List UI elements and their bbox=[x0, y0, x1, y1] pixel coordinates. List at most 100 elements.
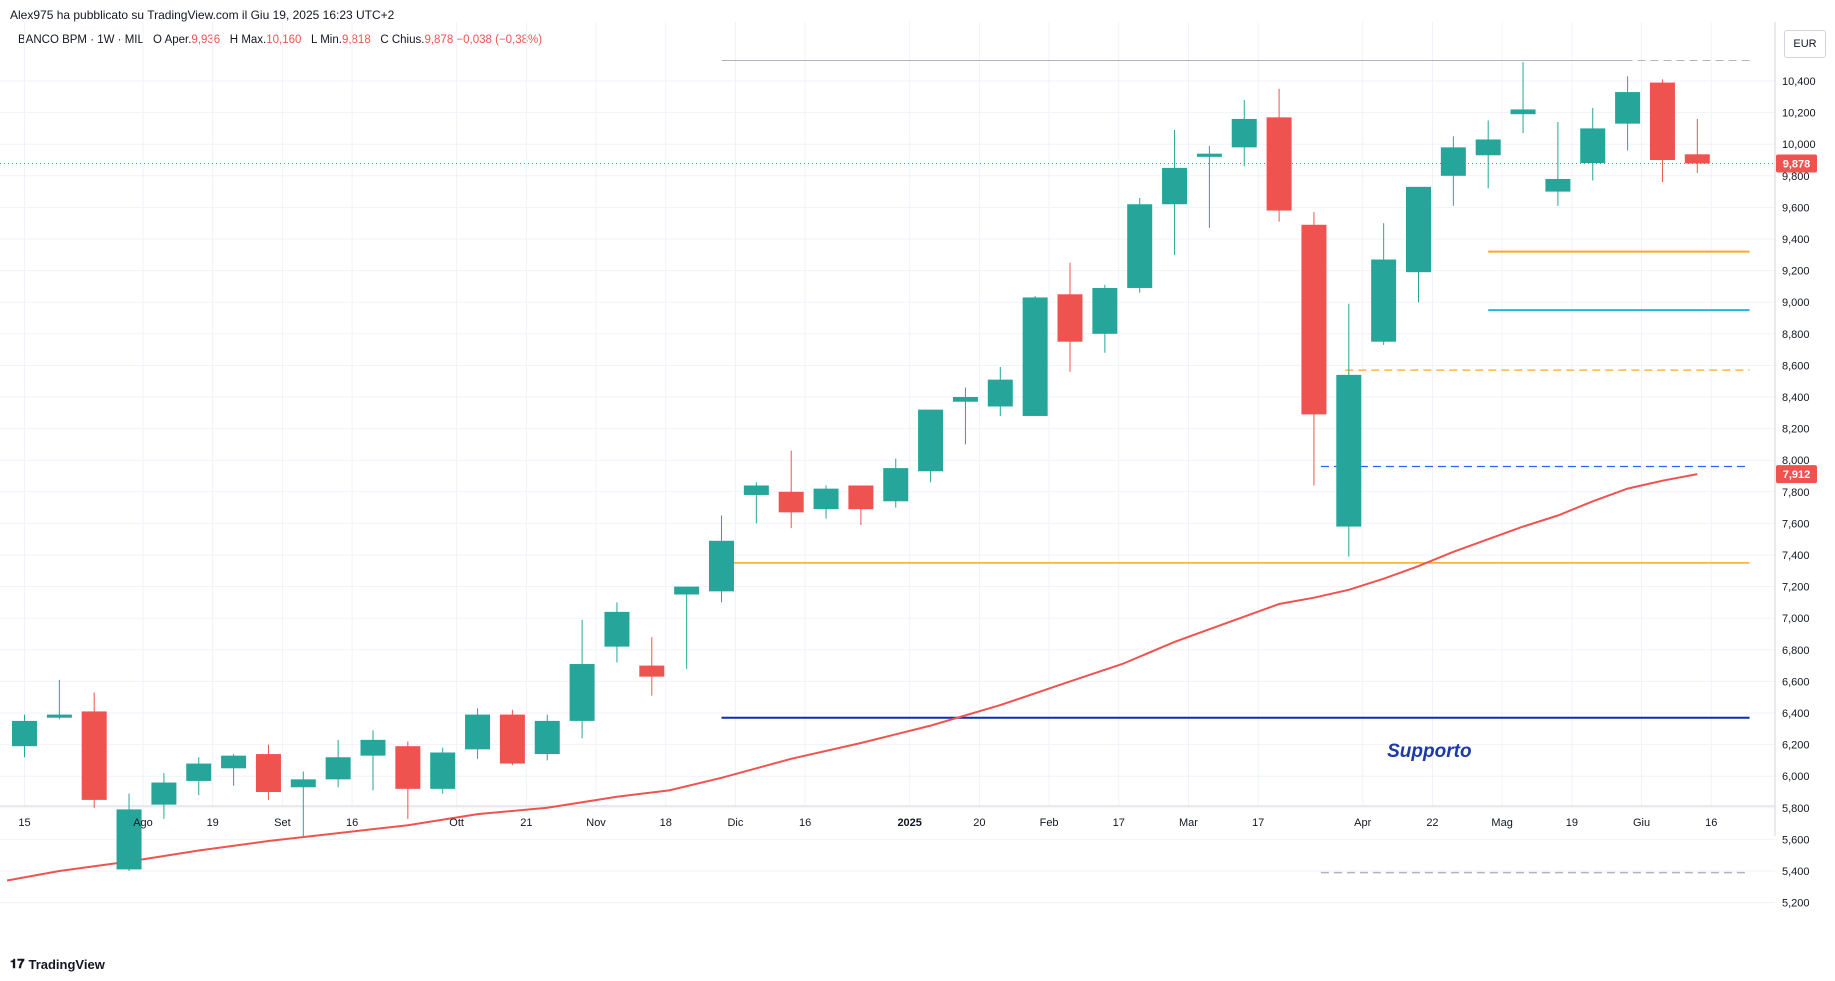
candle-body bbox=[81, 711, 107, 800]
y-tick-label: 7,400 bbox=[1782, 550, 1810, 562]
candle bbox=[1092, 284, 1118, 353]
x-tick-label: 19 bbox=[207, 817, 219, 829]
x-tick-label: Mar bbox=[1179, 817, 1198, 829]
y-tick-label: 6,400 bbox=[1782, 708, 1810, 720]
candle bbox=[1336, 303, 1362, 557]
last-price-tag-text: 9,878 bbox=[1783, 158, 1811, 170]
candle-body bbox=[1162, 167, 1188, 205]
candle bbox=[1440, 136, 1466, 206]
published-line: Alex975 ha pubblicato su TradingView.com… bbox=[10, 8, 395, 22]
candle bbox=[918, 409, 944, 483]
y-tick-label: 6,200 bbox=[1782, 740, 1810, 752]
candle bbox=[325, 739, 351, 788]
candle-body bbox=[1231, 118, 1257, 148]
candle-body bbox=[1580, 128, 1606, 164]
ma-price-tag-bg bbox=[1776, 465, 1817, 484]
x-tick-label: Giu bbox=[1633, 817, 1650, 829]
y-tick-label: 10,000 bbox=[1782, 139, 1816, 151]
candle-body bbox=[709, 540, 734, 592]
candle bbox=[813, 485, 839, 519]
candle-body bbox=[569, 664, 595, 721]
y-tick-label: 9,400 bbox=[1782, 234, 1810, 246]
ma-price-tag-text: 7,912 bbox=[1783, 469, 1811, 481]
x-tick-label: 18 bbox=[660, 817, 672, 829]
x-tick-label: Set bbox=[274, 817, 291, 829]
candle bbox=[778, 450, 804, 529]
candle-body bbox=[1266, 117, 1292, 211]
candle-body bbox=[813, 488, 839, 510]
moving-average-line bbox=[6, 473, 1698, 882]
candle bbox=[360, 730, 386, 791]
candle bbox=[987, 366, 1013, 416]
candle-body bbox=[1440, 147, 1466, 176]
candle bbox=[1022, 295, 1048, 416]
y-tick-label: 9,600 bbox=[1782, 202, 1810, 214]
candle-body bbox=[1406, 186, 1431, 273]
candle bbox=[1371, 223, 1397, 345]
x-tick-label: Ott bbox=[449, 817, 464, 829]
low-label: Min. bbox=[320, 34, 342, 46]
candle-body bbox=[952, 397, 978, 402]
x-tick-label: 21 bbox=[520, 817, 532, 829]
candle-body bbox=[848, 485, 874, 510]
x-tick-label: 20 bbox=[973, 817, 985, 829]
x-tick-label: Ago bbox=[133, 817, 153, 829]
candle-body bbox=[116, 809, 142, 870]
candle-body bbox=[12, 720, 37, 747]
y-tick-label: 5,200 bbox=[1782, 898, 1810, 910]
candle-body bbox=[604, 611, 630, 647]
candle-body bbox=[46, 714, 72, 718]
candle bbox=[151, 773, 177, 819]
candle bbox=[1649, 79, 1675, 183]
y-tick-label: 7,200 bbox=[1782, 582, 1810, 594]
candle-body bbox=[1127, 204, 1153, 288]
support-annotation: Supporto bbox=[1387, 741, 1471, 762]
currency-button[interactable]: EUR bbox=[1784, 30, 1826, 58]
x-tick-label: 17 bbox=[1252, 817, 1264, 829]
close-label: Chius. bbox=[391, 34, 425, 46]
symbol-label[interactable]: BANCO BPM · 1W · MIL bbox=[18, 34, 144, 46]
candle-body bbox=[918, 409, 944, 472]
candle-body bbox=[674, 586, 700, 595]
candle bbox=[1545, 122, 1571, 206]
candle-body bbox=[1092, 287, 1118, 334]
candle bbox=[395, 741, 421, 819]
y-tick-label: 10,200 bbox=[1782, 108, 1816, 120]
low-value: 9,818 bbox=[341, 34, 371, 46]
candle bbox=[848, 485, 874, 525]
candle bbox=[639, 637, 665, 696]
candle bbox=[674, 586, 700, 669]
x-tick-label: 15 bbox=[18, 817, 30, 829]
candle-body bbox=[1022, 297, 1048, 416]
brand-label: TradingView bbox=[28, 957, 105, 972]
candle-body bbox=[499, 714, 525, 764]
candle-body bbox=[465, 714, 491, 750]
x-tick-label: 16 bbox=[799, 817, 811, 829]
candle bbox=[1580, 107, 1606, 181]
candle-body bbox=[290, 779, 316, 788]
candle bbox=[221, 754, 247, 786]
x-tick-label: Nov bbox=[586, 817, 606, 829]
candle bbox=[709, 515, 734, 603]
y-tick-label: 8,600 bbox=[1782, 360, 1810, 372]
y-tick-label: 6,800 bbox=[1782, 645, 1810, 657]
y-tick-label: 7,800 bbox=[1782, 487, 1810, 499]
candle-body bbox=[1649, 82, 1675, 160]
candle-body bbox=[430, 752, 456, 789]
x-tick-label: 16 bbox=[1705, 817, 1717, 829]
candle bbox=[569, 619, 595, 739]
candle-body bbox=[151, 782, 177, 805]
o-label: O bbox=[153, 34, 162, 46]
x-tick-label: 16 bbox=[346, 817, 358, 829]
footer-brand[interactable]: 𝟏𝟕 TradingView bbox=[10, 957, 105, 972]
high-label: Max. bbox=[241, 34, 267, 46]
candle bbox=[1266, 88, 1292, 222]
candle bbox=[12, 714, 37, 758]
open-label: Aper. bbox=[164, 34, 192, 46]
candle-body bbox=[883, 468, 909, 502]
x-tick-label: Mag bbox=[1491, 817, 1512, 829]
x-tick-label: 2025 bbox=[897, 817, 921, 829]
candle-body bbox=[1615, 92, 1641, 124]
candle bbox=[1057, 262, 1083, 372]
